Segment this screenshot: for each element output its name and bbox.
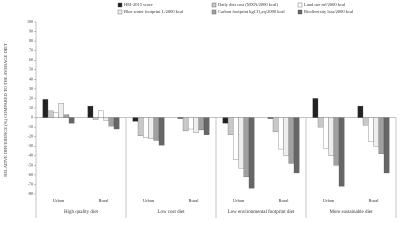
bar	[272, 117, 279, 133]
bar	[132, 117, 139, 122]
bar	[148, 117, 154, 139]
bar	[68, 117, 75, 124]
bar	[248, 117, 255, 189]
legend-label: Carbon footprint kgCO₂eq/2000 kcal	[218, 9, 285, 14]
bar	[203, 117, 210, 135]
legend-swatch	[117, 2, 123, 8]
bar	[293, 117, 300, 174]
x-tick-label: Urban	[233, 198, 245, 203]
bar	[222, 117, 229, 124]
bar	[357, 105, 364, 118]
group-label: More sustainable diet	[329, 210, 373, 215]
bar	[158, 117, 165, 146]
bar	[58, 103, 64, 118]
chart: RELATIVE DIFFERENCE (%) COMPARED TO THE …	[3, 2, 397, 218]
group-label: High quality diet	[64, 210, 98, 215]
bar	[323, 117, 329, 149]
bar	[103, 117, 109, 121]
bar	[362, 117, 369, 126]
bar	[328, 117, 334, 156]
bar	[188, 117, 194, 130]
y-tick-label: 80	[29, 38, 33, 43]
y-tick-label: -70	[28, 181, 33, 186]
y-tick-label: 20	[29, 95, 33, 100]
bar	[333, 117, 340, 166]
bar	[193, 117, 199, 133]
legend-label: Daily diet cost (MXN/2000 kcal)	[218, 2, 278, 7]
bar	[378, 117, 385, 155]
y-tick-label: 40	[29, 76, 33, 81]
bar	[227, 117, 234, 135]
x-tick-label: Urban	[53, 198, 65, 203]
bar	[153, 117, 160, 141]
bar	[233, 117, 239, 160]
bar	[317, 117, 324, 128]
legend-swatch	[117, 9, 123, 15]
bar	[368, 117, 374, 142]
bar	[283, 117, 289, 156]
legend-label: Blue water footprint L/2000 kcal	[124, 9, 184, 14]
bar	[243, 117, 250, 177]
y-tick-label: 0	[31, 114, 33, 119]
y-tick-label: -30	[28, 143, 33, 148]
y-tick-label: -20	[28, 134, 33, 139]
bar	[288, 117, 295, 164]
bar	[267, 117, 274, 119]
legend-swatch	[211, 9, 217, 15]
x-tick-label: Rural	[279, 198, 290, 203]
group-label: Low cost diet	[157, 210, 185, 215]
legend-label: Land use m²/2000 kcal	[304, 2, 346, 7]
x-tick-label: Rural	[369, 198, 380, 203]
bar	[182, 117, 189, 132]
bar	[278, 117, 284, 150]
y-tick-label: -80	[28, 191, 33, 196]
bar	[373, 117, 379, 147]
bar	[383, 117, 390, 174]
bar	[143, 117, 149, 138]
y-tick-label: 50	[29, 67, 33, 72]
legend-swatch	[211, 2, 217, 8]
bar	[198, 117, 205, 131]
legend-swatch	[297, 9, 303, 15]
x-tick-label: Rural	[99, 198, 110, 203]
y-tick-label: 30	[29, 86, 33, 91]
bar	[238, 117, 244, 169]
bar	[53, 112, 59, 118]
x-tick-label: Rural	[189, 198, 200, 203]
bar	[312, 98, 319, 118]
bar	[137, 117, 144, 136]
bar	[47, 110, 54, 118]
bar	[98, 110, 104, 118]
y-tick-label: -40	[28, 153, 33, 158]
bar	[108, 117, 115, 127]
y-axis-title: RELATIVE DIFFERENCE (%) COMPARED TO THE …	[3, 43, 8, 177]
x-tick-label: Urban	[323, 198, 335, 203]
y-tick-label: -50	[28, 162, 33, 167]
bar	[63, 114, 70, 118]
y-tick-label: 100	[27, 19, 33, 24]
bar	[87, 105, 94, 118]
bar	[338, 117, 345, 187]
legend-label: HEI-2015 score	[124, 2, 153, 7]
y-tick-label: 90	[29, 28, 33, 33]
bar	[42, 99, 49, 118]
x-tick-label: Urban	[143, 198, 155, 203]
y-tick-label: 60	[29, 57, 33, 62]
group-label: Low environmental footprint diet	[228, 210, 295, 215]
bar	[92, 117, 99, 120]
bar	[177, 117, 184, 119]
y-tick-label: -10	[28, 124, 33, 129]
bar	[113, 117, 120, 130]
legend-swatch	[297, 2, 303, 8]
legend-label: Biodiversity loss/2000 kcal	[304, 9, 354, 14]
y-tick-label: -60	[28, 172, 33, 177]
y-tick-label: 70	[29, 48, 33, 53]
y-tick-label: 10	[29, 105, 33, 110]
